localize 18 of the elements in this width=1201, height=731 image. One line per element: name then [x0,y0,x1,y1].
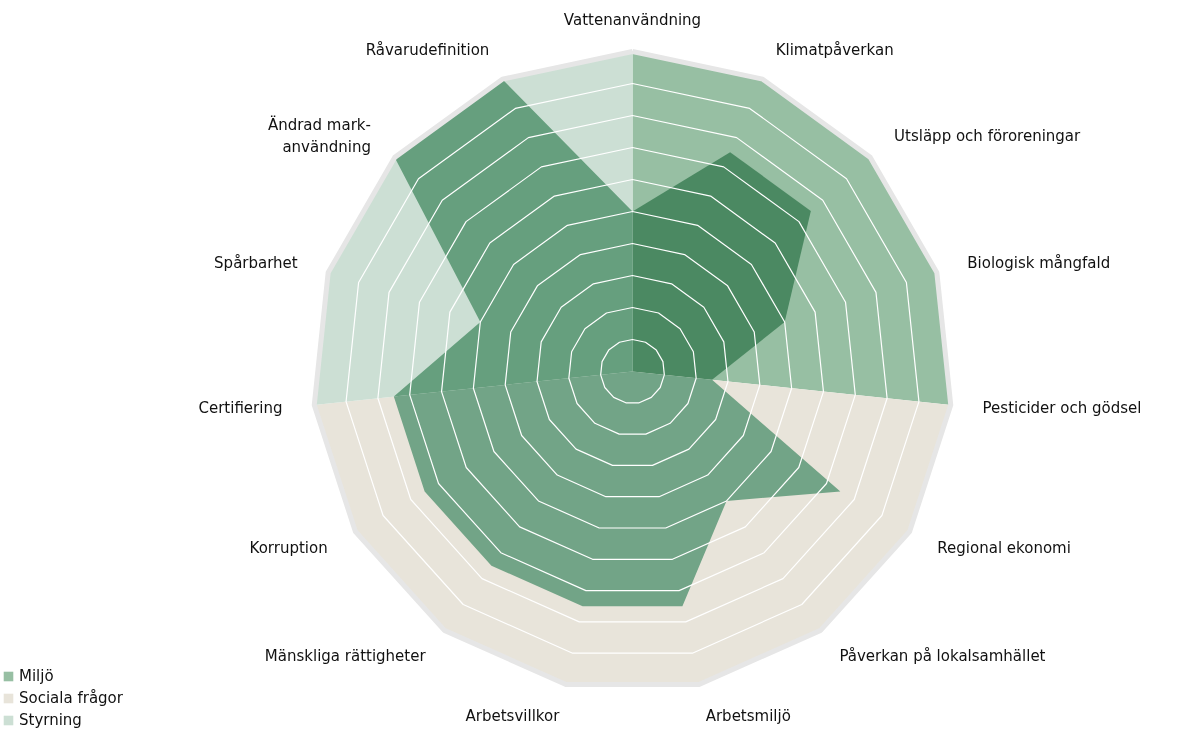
spoke-label: Spårbarhet [214,253,298,272]
spoke-label: Korruption [249,538,328,557]
spoke-label: Arbetsmiljö [705,706,791,725]
spoke-label: Certifiering [198,399,283,418]
spoke-label: Biologisk mångfald [967,253,1111,272]
legend-label: Miljö [19,667,54,685]
spoke-label: Påverkan på lokalsamhället [839,647,1046,666]
spoke-label: Mänskliga rättigheter [264,647,427,666]
spoke-label: Pesticider och gödsel [982,399,1142,418]
spoke-label: Utsläpp och föroreningar [894,126,1082,145]
spoke-label: Klimatpåverkan [775,40,894,59]
spoke-label: Råvarudefinition [365,40,490,59]
spoke-label: Regional ekonomi [937,538,1071,557]
spoke-label: Ändrad mark- användning [267,114,371,157]
spoke-label: Arbetsvillkor [465,706,561,725]
spoke-label: Vattenanvändning [563,10,702,29]
legend-label: Styrning [19,711,82,729]
legend-label: Sociala frågor [19,689,123,707]
